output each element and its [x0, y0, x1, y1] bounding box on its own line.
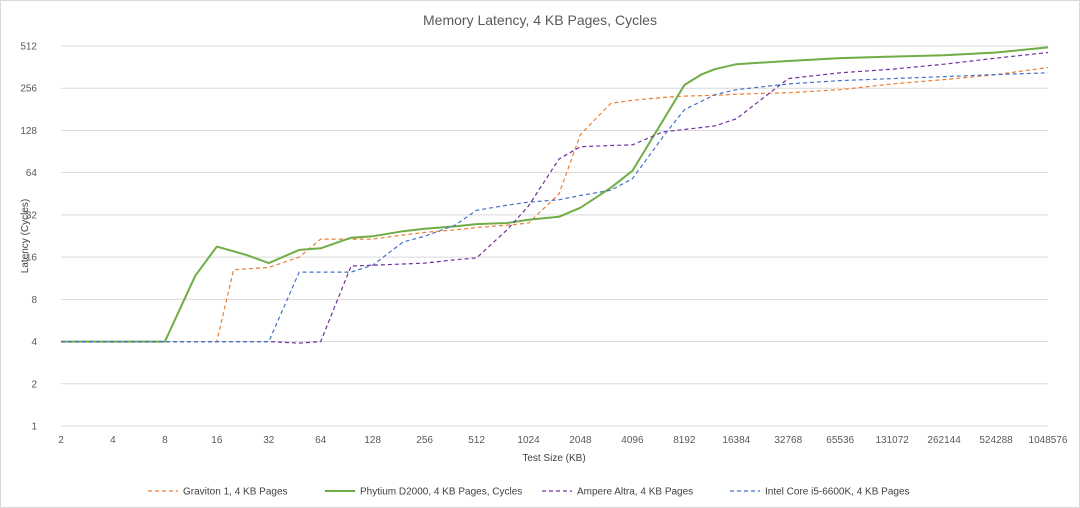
x-tick-label: 32768	[774, 435, 802, 446]
series-line-1	[61, 46, 1049, 343]
y-tick-label: 2	[31, 379, 37, 390]
y-axis-title: Latency (Cycles)	[20, 199, 31, 273]
y-tick-label: 512	[20, 42, 37, 53]
x-tick-label: 16	[211, 435, 223, 446]
x-tick-label: 4	[110, 435, 116, 446]
series-line-3	[61, 72, 1049, 343]
legend-label: Ampere Altra, 4 KB Pages	[577, 487, 693, 498]
series-lines	[61, 46, 1049, 344]
x-tick-label: 8192	[673, 435, 696, 446]
y-axis-ticks: 1 2 4 8 16 32 64 128 256 512	[20, 42, 37, 433]
x-tick-label: 2048	[569, 435, 592, 446]
chart-title: Memory Latency, 4 KB Pages, Cycles	[423, 12, 657, 28]
x-axis-title: Test Size (KB)	[522, 453, 585, 464]
x-tick-label: 512	[468, 435, 485, 446]
legend-item: Ampere Altra, 4 KB Pages	[542, 487, 693, 498]
gridlines	[61, 45, 1048, 427]
x-tick-label: 1048576	[1029, 435, 1068, 446]
legend-label: Intel Core i5-6600K, 4 KB Pages	[765, 487, 910, 498]
x-tick-label: 256	[416, 435, 433, 446]
y-tick-label: 4	[31, 337, 37, 348]
legend-item: Phytium D2000, 4 KB Pages, Cycles	[325, 487, 522, 498]
x-tick-label: 4096	[621, 435, 644, 446]
x-tick-label: 8	[162, 435, 168, 446]
y-tick-label: 8	[31, 295, 37, 306]
y-tick-label: 32	[26, 210, 38, 221]
x-tick-label: 128	[364, 435, 381, 446]
x-tick-label: 64	[315, 435, 327, 446]
legend: Graviton 1, 4 KB Pages Phytium D2000, 4 K…	[148, 487, 910, 498]
legend-item: Intel Core i5-6600K, 4 KB Pages	[730, 487, 910, 498]
series-line-2	[61, 51, 1049, 344]
x-tick-label: 2	[58, 435, 64, 446]
x-tick-label: 32	[263, 435, 275, 446]
series-line-0	[61, 66, 1049, 343]
x-tick-label: 131072	[875, 435, 909, 446]
legend-label: Graviton 1, 4 KB Pages	[183, 487, 288, 498]
y-tick-label: 1	[31, 422, 37, 433]
x-tick-label: 262144	[927, 435, 961, 446]
y-tick-label: 128	[20, 126, 37, 137]
x-axis-ticks: 2 4 8 16 32 64 128 256 512 1024 2048 4096 8192 16384 3…	[58, 435, 1068, 446]
y-tick-label: 256	[20, 84, 37, 95]
y-tick-label: 16	[26, 253, 38, 264]
y-tick-label: 64	[26, 168, 38, 179]
x-tick-label: 16384	[722, 435, 750, 446]
x-tick-label: 1024	[517, 435, 540, 446]
x-tick-label: 65536	[826, 435, 854, 446]
legend-label: Phytium D2000, 4 KB Pages, Cycles	[360, 487, 522, 498]
x-tick-label: 524288	[979, 435, 1013, 446]
legend-item: Graviton 1, 4 KB Pages	[148, 487, 288, 498]
